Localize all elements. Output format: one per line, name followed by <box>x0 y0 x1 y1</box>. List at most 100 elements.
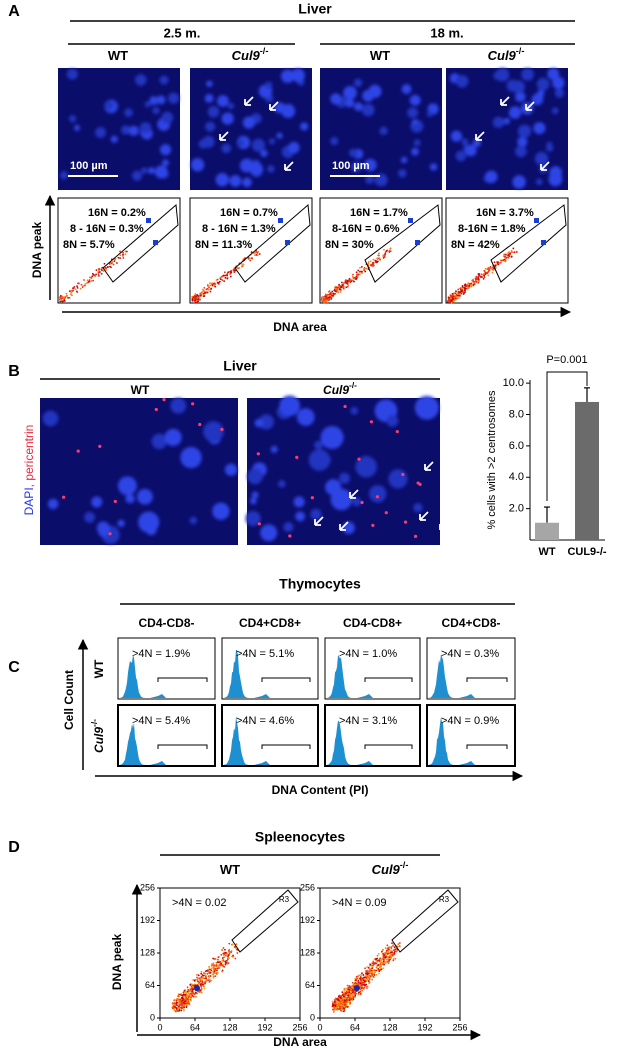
event-dot <box>212 957 215 960</box>
centrosome <box>375 495 380 499</box>
cell <box>125 494 135 504</box>
stain-name: DAPI <box>22 487 36 515</box>
event-dot <box>393 946 396 949</box>
event-dot <box>328 299 330 301</box>
event-dot <box>461 286 464 288</box>
event-dot <box>328 290 331 293</box>
event-dot <box>332 292 335 295</box>
event-dot <box>349 996 352 999</box>
event-dot <box>203 290 205 293</box>
gate-name: R3 <box>279 895 290 904</box>
cell <box>145 523 157 536</box>
event-dot <box>185 990 187 993</box>
event-dot <box>457 294 460 297</box>
event-dot <box>254 251 257 254</box>
cell <box>149 96 159 106</box>
centrosome <box>295 455 299 459</box>
event-dot <box>351 981 354 984</box>
event-dot <box>351 275 354 278</box>
event-dot <box>375 958 377 960</box>
event-dot <box>98 268 101 271</box>
event-dot <box>221 275 223 278</box>
y-tick-label: 4.0 <box>509 471 524 483</box>
gate-label: >4N = 3.1% <box>339 715 397 727</box>
event-dot <box>59 300 62 303</box>
event-dot <box>397 943 400 946</box>
gate-bracket <box>157 744 208 749</box>
event-dot <box>351 994 353 997</box>
pointer-arrow <box>219 131 229 141</box>
cell <box>151 433 168 450</box>
label-text: Cul9 <box>488 48 517 63</box>
event-dot <box>446 301 449 304</box>
pointer-arrow <box>439 521 449 531</box>
cell <box>429 163 438 171</box>
event-dot <box>206 972 209 975</box>
event-dot <box>88 279 91 281</box>
centrosome <box>162 398 166 402</box>
event-dot <box>185 999 188 1001</box>
cell <box>352 497 362 507</box>
x-tick-label: 64 <box>350 1022 360 1032</box>
event-dot <box>487 268 490 271</box>
event-dot <box>187 1000 190 1003</box>
event-dot <box>232 955 234 958</box>
event-dot <box>209 970 212 972</box>
event-dot <box>178 1009 181 1012</box>
cell <box>552 76 565 90</box>
panel-title: Liver <box>223 358 257 374</box>
event-dot <box>229 273 232 275</box>
label-text: WT <box>370 48 390 63</box>
event-dot <box>208 976 211 978</box>
event-dot <box>235 943 238 946</box>
event-dot <box>201 291 204 293</box>
event-dot <box>368 981 371 984</box>
event-dot <box>62 297 65 300</box>
event-dot <box>338 1005 341 1008</box>
event-dot <box>332 295 334 297</box>
event-dot <box>68 296 71 299</box>
event-dot <box>332 1003 334 1006</box>
event-dot <box>203 292 205 295</box>
cell <box>362 90 374 102</box>
cell <box>59 171 69 180</box>
event-dot <box>345 991 348 994</box>
event-dot <box>208 966 210 968</box>
event-dot <box>376 965 379 968</box>
cell <box>288 141 300 154</box>
event-dot <box>467 286 470 289</box>
event-dot <box>371 970 374 973</box>
event-dot <box>390 946 393 948</box>
event-dot <box>83 279 85 281</box>
event-dot <box>222 947 225 949</box>
label-text: WT <box>220 862 240 877</box>
event-dot <box>198 977 201 980</box>
event-dot <box>339 288 341 291</box>
cell <box>535 178 543 186</box>
centrosome <box>256 452 260 456</box>
x-tick-label: 64 <box>190 1022 200 1032</box>
event-dot <box>215 963 218 966</box>
event-dot <box>339 999 342 1001</box>
event-dot <box>215 969 218 972</box>
cell <box>161 159 169 167</box>
cell <box>293 496 305 508</box>
pointer-arrow <box>419 511 429 521</box>
gate-label: 16N = 0.2% <box>88 207 146 219</box>
event-dot <box>227 271 230 274</box>
event-dot <box>378 252 380 255</box>
event-dot <box>206 970 209 973</box>
centrosome <box>113 499 117 504</box>
event-dot <box>113 258 116 261</box>
centrosome <box>343 404 347 409</box>
event-dot <box>207 288 210 291</box>
event-dot <box>84 282 87 285</box>
event-dot <box>257 250 260 253</box>
event-dot <box>457 288 460 291</box>
event-dot <box>367 986 369 988</box>
event-dot <box>344 279 347 281</box>
event-dot <box>502 255 505 258</box>
event-dot <box>184 1000 186 1003</box>
x-tick-label: 256 <box>292 1022 307 1032</box>
event-dot <box>354 992 357 995</box>
